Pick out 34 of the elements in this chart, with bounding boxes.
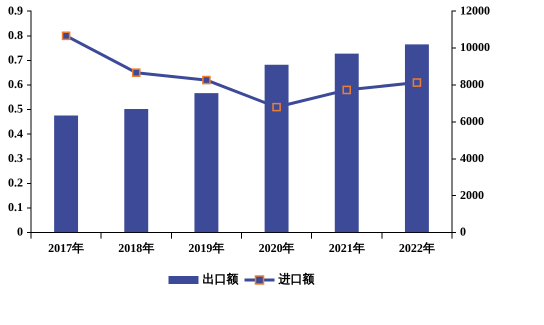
- point: [62, 32, 70, 40]
- y-tick-label: 0.3: [8, 150, 23, 165]
- x-tick-label: 2019年: [188, 240, 224, 255]
- y2-tick-label: 4000: [460, 150, 484, 165]
- point: [412, 78, 422, 87]
- y2-tick-label: 12000: [460, 3, 490, 18]
- y-tick-label: 0.5: [8, 102, 23, 116]
- point: [202, 76, 211, 84]
- point: [132, 68, 141, 77]
- y-tick-label: 0.1: [8, 200, 23, 214]
- x-tick-label: 2017年: [48, 240, 84, 255]
- bar: [194, 93, 218, 232]
- y2-tick-label: 0: [460, 224, 466, 239]
- y2-tick-label: 10000: [460, 40, 490, 54]
- y-tick-label: 0.4: [8, 126, 23, 140]
- y-tick-label: 0.9: [8, 3, 23, 18]
- y-tick-label: 0.7: [8, 52, 23, 66]
- x-tick-label: 2022年: [398, 240, 435, 255]
- x-tick-label: 2021年: [328, 240, 365, 255]
- y-tick-label: 0: [17, 224, 23, 239]
- y-tick-label: 0.2: [8, 175, 23, 190]
- y-tick-label: 0.8: [8, 28, 23, 42]
- y2-tick-label: 2000: [460, 188, 484, 202]
- y2-tick-label: 8000: [460, 77, 484, 92]
- legend-label: 出口额: [202, 272, 240, 286]
- y-tick-label: 0.6: [8, 77, 23, 92]
- bar: [124, 108, 148, 232]
- x-tick-label: 2018年: [118, 240, 154, 255]
- point: [342, 86, 352, 94]
- bar: [54, 115, 78, 232]
- legend-label: 进口额: [278, 272, 316, 286]
- point: [272, 102, 281, 112]
- x-tick-label: 2020年: [258, 240, 295, 255]
- y2-tick-label: 6000: [460, 114, 484, 128]
